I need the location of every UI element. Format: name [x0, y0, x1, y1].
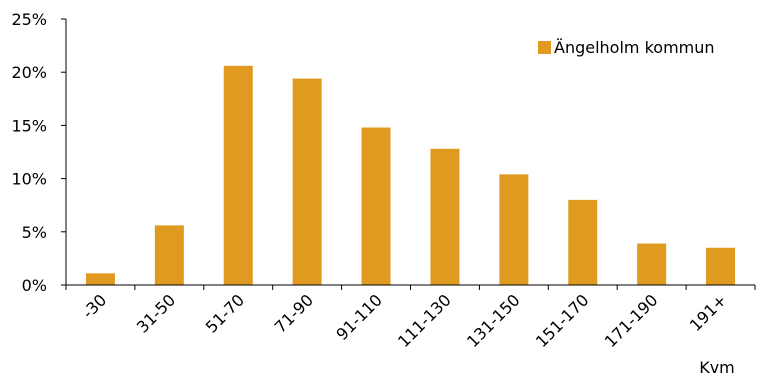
- bar: [706, 247, 736, 285]
- x-tick-label: 131-150: [463, 290, 524, 351]
- bar: [430, 148, 460, 285]
- bar: [154, 225, 184, 285]
- x-tick-label: 111-130: [394, 290, 455, 351]
- y-tick-label: 15%: [11, 116, 47, 135]
- bars: [85, 65, 736, 285]
- bar: [223, 65, 253, 285]
- legend-swatch: [538, 41, 551, 54]
- x-tick-label: -30: [78, 290, 110, 322]
- bar: [292, 78, 322, 285]
- x-tick-label: 151-170: [532, 290, 593, 351]
- y-tick-label: 10%: [11, 170, 47, 189]
- x-tick-label: 71-90: [271, 290, 317, 336]
- legend-label: Ängelholm kommun: [554, 38, 715, 57]
- y-tick-label: 25%: [11, 10, 47, 29]
- bar: [568, 199, 598, 285]
- x-axis: -30 31-50 51-70 71-90 91-110 111-130 131-150 15…: [65, 284, 756, 351]
- bar: [637, 243, 667, 285]
- x-tick-label: 51-70: [202, 290, 248, 336]
- bar: [361, 127, 391, 285]
- x-tick-label: 91-110: [332, 290, 386, 344]
- bar: [499, 174, 529, 285]
- y-tick-label: 5%: [22, 223, 47, 242]
- x-tick-label: 191+: [686, 290, 731, 335]
- bar: [85, 273, 115, 285]
- x-tick-label: 171-190: [601, 290, 662, 351]
- y-tick-label: 0%: [22, 276, 47, 295]
- x-tick-label: 31-50: [133, 290, 179, 336]
- y-tick-label: 20%: [11, 63, 47, 82]
- x-axis-title: Kvm: [699, 358, 735, 377]
- legend: Ängelholm kommun: [538, 38, 715, 57]
- y-axis: 0% 5% 10% 15% 20% 25%: [11, 10, 67, 295]
